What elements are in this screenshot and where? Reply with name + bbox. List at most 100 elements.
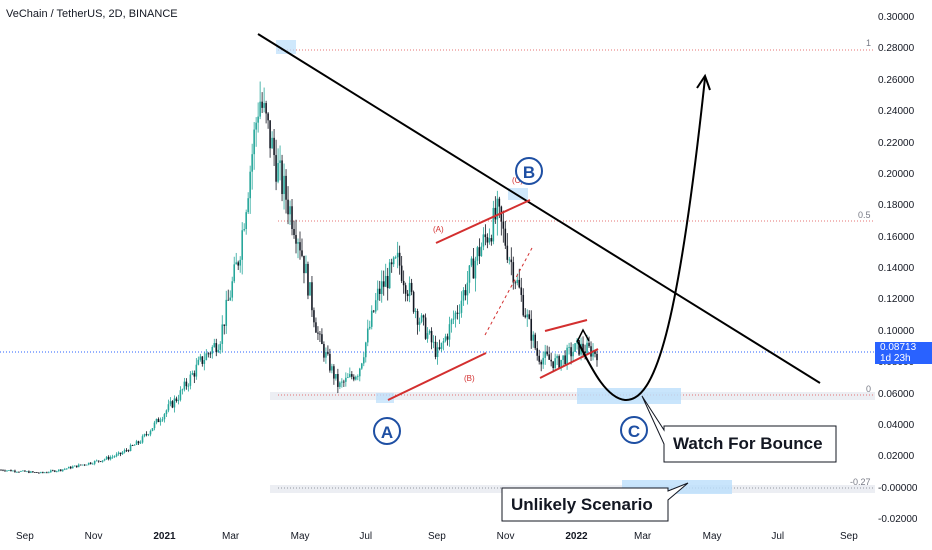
- candle-body: [127, 450, 130, 452]
- candle-body: [263, 103, 265, 108]
- candle-body: [289, 206, 291, 215]
- candle-body: [337, 374, 339, 387]
- candle-body: [366, 328, 369, 343]
- candle-body: [540, 361, 542, 365]
- candle-body: [28, 471, 30, 473]
- y-tick-label: 0.06000: [878, 388, 915, 400]
- y-tick-label: 0.14000: [878, 263, 915, 274]
- candle-body: [434, 341, 437, 357]
- candle-body: [241, 230, 243, 260]
- candle-body: [191, 373, 194, 375]
- candle-body: [217, 349, 220, 353]
- candle-body: [91, 463, 94, 465]
- candle-body: [229, 297, 232, 301]
- callout-bounce-box: [641, 395, 837, 463]
- candle-body: [143, 434, 146, 437]
- candle-body: [6, 470, 8, 472]
- candle-body: [574, 343, 576, 352]
- candle-body: [408, 282, 411, 297]
- candle-body: [4, 470, 6, 472]
- candle-body: [50, 470, 52, 473]
- callout-watch-bounce: Watch For Bounce: [673, 434, 823, 453]
- candle-body: [578, 340, 580, 355]
- candle-body: [594, 350, 596, 354]
- candle-body: [113, 456, 116, 458]
- candle-body: [203, 360, 206, 364]
- candle-body: [474, 260, 477, 279]
- candle-body: [135, 441, 138, 445]
- candle-body: [564, 355, 566, 365]
- candle-body: [392, 257, 395, 265]
- candle-body: [303, 255, 305, 274]
- candle-body: [480, 246, 483, 257]
- candle-body: [227, 299, 230, 301]
- wave-label-c: (C): [512, 176, 524, 185]
- candle-body: [131, 445, 134, 446]
- candle-body: [428, 330, 431, 334]
- candle-body: [506, 245, 509, 260]
- candle-body: [512, 262, 515, 283]
- candle-body: [293, 228, 295, 235]
- candle-body: [193, 373, 196, 377]
- candle-body: [442, 340, 445, 343]
- callout-unlikely-box: [501, 482, 689, 522]
- candle-body: [253, 129, 255, 155]
- candle-body: [223, 324, 226, 326]
- candle-body: [97, 460, 100, 462]
- candle-body: [432, 341, 435, 343]
- channel-upper-1: [435, 199, 531, 244]
- candle-body: [406, 293, 409, 297]
- candle-body: [384, 275, 387, 287]
- candle-body: [556, 356, 558, 359]
- candle-body: [125, 450, 128, 452]
- candle-body: [139, 442, 142, 444]
- candle-body: [183, 381, 186, 390]
- candle-body: [275, 155, 277, 182]
- x-tick-label: Nov: [84, 531, 103, 542]
- candle-body: [175, 398, 178, 401]
- candle-body: [159, 420, 162, 423]
- candle-body: [10, 470, 12, 472]
- candle-body: [398, 252, 401, 266]
- candle-body: [155, 418, 158, 423]
- candle-body: [85, 464, 88, 466]
- candle-body: [464, 290, 467, 296]
- candle-body: [61, 469, 64, 471]
- y-tick-label: 0.28000: [878, 43, 915, 55]
- wave-b-dashed: [484, 247, 533, 336]
- current-price-countdown: 1d 23h: [880, 353, 911, 364]
- candle-body: [566, 347, 568, 365]
- x-tick-label: Sep: [16, 531, 34, 542]
- candle-body: [257, 116, 259, 123]
- candle-body: [508, 259, 511, 261]
- candle-body: [231, 281, 234, 298]
- candle-body: [323, 344, 325, 358]
- candle-body: [163, 414, 166, 420]
- candle-body: [319, 333, 321, 335]
- candle-body: [205, 353, 208, 361]
- candle-body: [271, 137, 273, 149]
- candle-body: [420, 315, 423, 322]
- candle-body: [490, 238, 493, 242]
- candle-body: [161, 419, 164, 421]
- candle-body: [532, 334, 535, 341]
- candle-body: [586, 342, 588, 354]
- candle-body: [317, 332, 319, 334]
- candle-body: [450, 319, 453, 325]
- candle-body: [424, 317, 427, 339]
- candle-body: [452, 318, 455, 320]
- candle-body: [67, 466, 70, 469]
- candle-body: [582, 343, 584, 352]
- candle-body: [42, 472, 44, 473]
- callout-unlikely: Unlikely Scenario: [511, 495, 653, 514]
- candle-body: [313, 310, 315, 323]
- candle-body: [496, 198, 499, 220]
- candle-body: [438, 347, 441, 349]
- candle-body: [596, 353, 598, 361]
- candle-body: [394, 257, 397, 259]
- wave-label-a: (A): [433, 225, 444, 234]
- candle-body: [360, 363, 363, 369]
- candle-body: [101, 460, 104, 462]
- chart-title: VeChain / TetherUS, 2D, BINANCE: [6, 8, 178, 20]
- candle-body: [89, 462, 92, 464]
